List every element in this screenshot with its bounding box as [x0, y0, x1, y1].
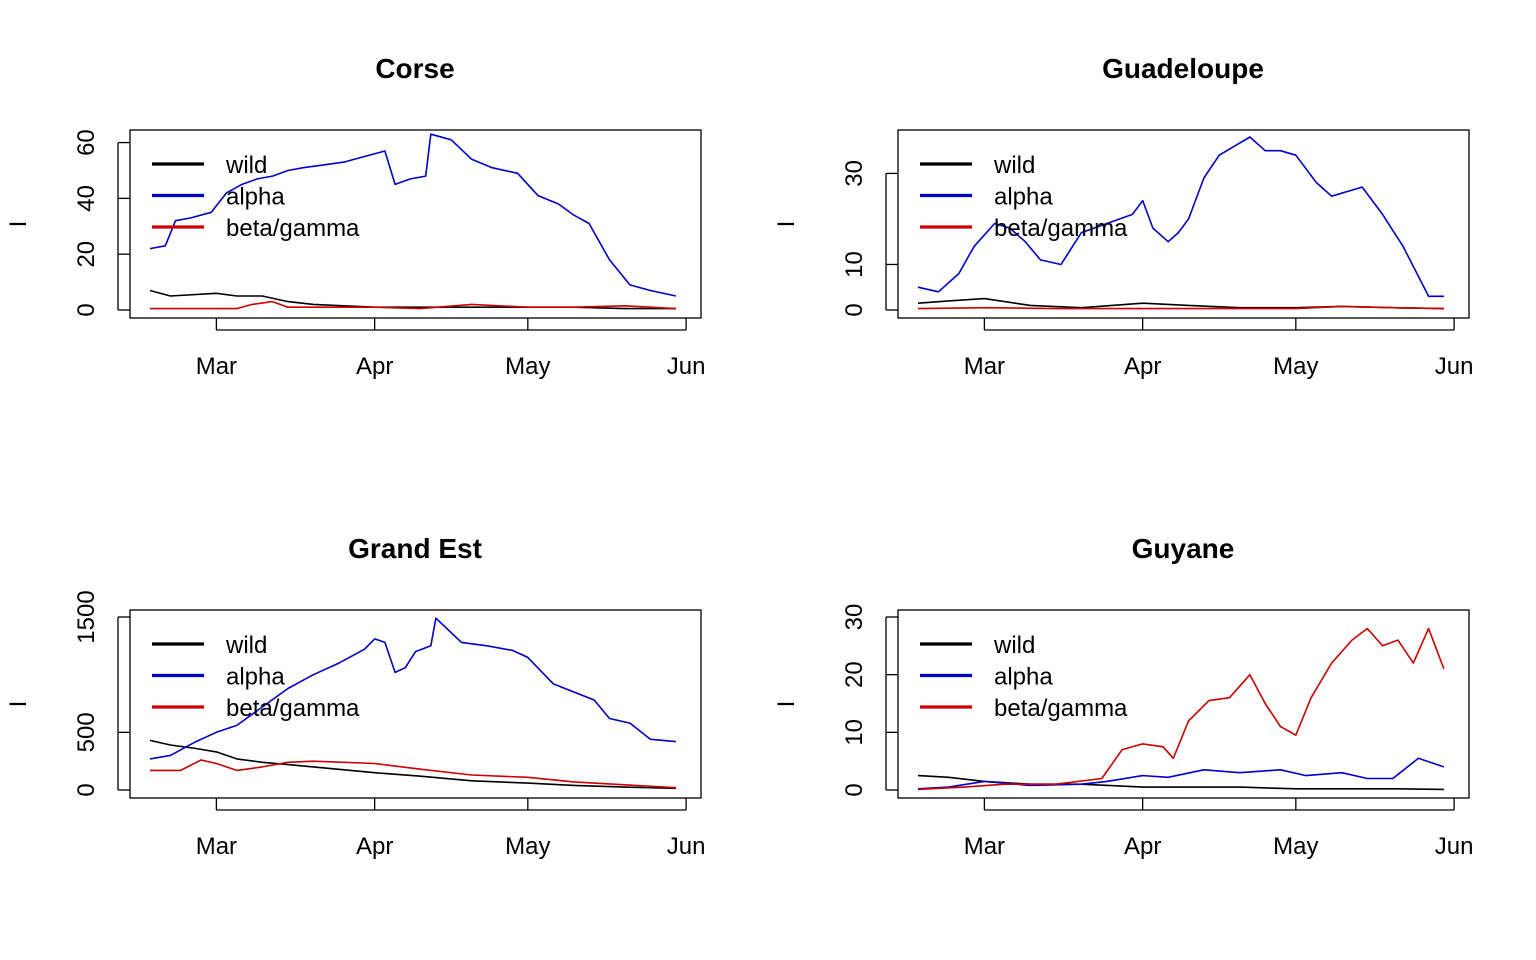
y-axis-label: I: [773, 701, 800, 708]
panel-title: Guyane: [1132, 533, 1235, 564]
x-tick-label: May: [1273, 353, 1318, 380]
panel-title: Grand Est: [348, 533, 482, 564]
series-line-alpha: [149, 133, 677, 297]
y-tick-label: 10: [841, 251, 868, 278]
panel-corse: Corse I 0 20 40 60 Mar Apr May Jun wild alpha beta/g…: [5, 53, 705, 380]
x-tick-label: Apr: [1124, 353, 1161, 380]
y-tick-label: 20: [841, 661, 868, 688]
series-line-alpha: [917, 136, 1444, 298]
y-tick-label: 1500: [73, 590, 100, 643]
series-line-beta-gamma: [917, 627, 1445, 791]
y-tick-label: 10: [841, 719, 868, 746]
legend-label: wild: [993, 632, 1035, 659]
y-axis-label: I: [5, 701, 32, 708]
y-tick-label: 500: [73, 712, 100, 752]
series-line-beta-gamma: [150, 300, 676, 310]
x-tick-label: Jun: [1435, 833, 1474, 860]
x-tick-label: May: [505, 833, 550, 860]
legend-label: wild: [225, 152, 267, 179]
legend-label: beta/gamma: [226, 215, 360, 242]
y-tick-label: 0: [73, 303, 100, 316]
x-tick-label: Mar: [196, 833, 237, 860]
panel-title: Corse: [375, 53, 454, 84]
y-tick-label: 30: [841, 160, 868, 187]
series-line-beta-gamma: [150, 759, 676, 789]
x-tick-label: Mar: [196, 353, 237, 380]
y-axis-label: I: [773, 221, 800, 228]
panel-grand-est: Grand Est I 0 500 1500 Mar Apr May Jun wild alpha b…: [5, 533, 705, 860]
legend-label: alpha: [994, 184, 1053, 211]
y-tick-label: 40: [73, 185, 100, 212]
x-tick-label: May: [505, 353, 550, 380]
y-tick-label: 20: [73, 241, 100, 268]
series-line-beta-gamma: [917, 305, 1444, 310]
y-tick-label: 30: [841, 604, 868, 631]
y-axis-label: I: [5, 221, 32, 228]
x-tick-label: Mar: [964, 353, 1005, 380]
legend-label: beta/gamma: [226, 695, 360, 722]
plot-frame: [129, 609, 702, 799]
y-tick-label: 0: [73, 783, 100, 796]
y-tick-label: 0: [841, 783, 868, 796]
plot-frame: [897, 129, 1470, 319]
panel-guadeloupe: Guadeloupe I 0 10 30 Mar Apr May Jun wild alpha bet…: [773, 53, 1473, 380]
series-line-alpha: [149, 617, 676, 760]
x-tick-label: Jun: [667, 353, 706, 380]
legend-label: beta/gamma: [994, 215, 1128, 242]
legend-label: wild: [993, 152, 1035, 179]
panel-guyane: Guyane I 0 10 20 30 Mar Apr May Jun wild alpha beta/…: [773, 533, 1473, 860]
legend-label: alpha: [994, 664, 1053, 691]
legend-label: alpha: [226, 184, 285, 211]
x-tick-label: Jun: [667, 833, 706, 860]
x-tick-label: Mar: [964, 833, 1005, 860]
x-tick-label: Apr: [356, 833, 393, 860]
legend-label: alpha: [226, 664, 285, 691]
legend-label: beta/gamma: [994, 695, 1128, 722]
panel-title: Guadeloupe: [1102, 53, 1264, 84]
legend-label: wild: [225, 632, 267, 659]
plot-frame: [897, 609, 1470, 799]
x-tick-label: Apr: [356, 353, 393, 380]
x-tick-label: May: [1273, 833, 1318, 860]
y-tick-label: 0: [841, 303, 868, 316]
plot-frame: [129, 129, 702, 319]
series-line-wild: [149, 739, 676, 790]
x-tick-label: Jun: [1435, 353, 1474, 380]
y-tick-label: 60: [73, 129, 100, 156]
series-line-wild: [917, 774, 1444, 791]
x-tick-label: Apr: [1124, 833, 1161, 860]
